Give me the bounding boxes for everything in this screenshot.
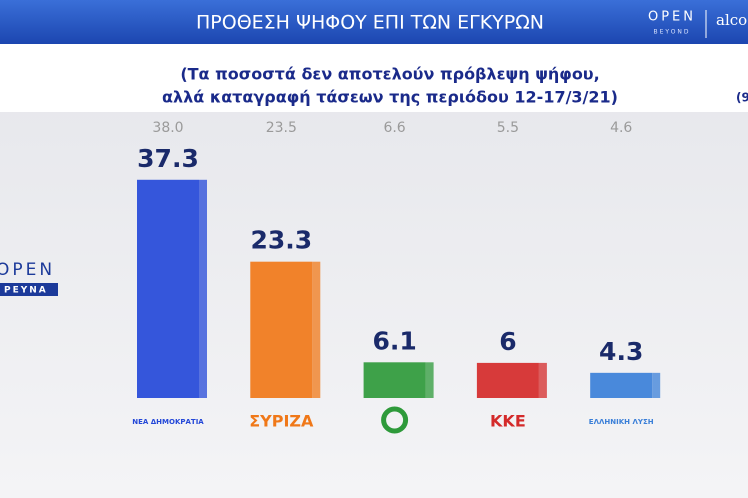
bar-shade — [137, 179, 199, 398]
header-bar — [0, 0, 748, 44]
subtitle-band — [0, 44, 748, 112]
side-brand-research: ΡΕΥΝΑ — [4, 286, 48, 296]
brand-alco: alco — [716, 11, 747, 29]
previous-value-label: 5.5 — [497, 120, 519, 136]
party-label: ΚΚΕ — [490, 412, 526, 431]
bar-shade — [590, 372, 653, 398]
side-brand-open: OPEN — [0, 260, 55, 280]
value-label: 37.3 — [137, 144, 199, 173]
brand-open: OPEN — [648, 10, 696, 25]
value-label: 4.3 — [599, 337, 643, 366]
party-label: ΝΕΑ ΔΗΜΟΚΡΑΤΙΑ — [132, 418, 204, 426]
party-label: ΣΥΡΙΖΑ — [249, 412, 314, 431]
previous-value-label: 38.0 — [152, 120, 183, 136]
bar-side — [652, 372, 661, 398]
brand-beyond: BEYOND — [653, 29, 690, 36]
bar-side — [312, 261, 321, 398]
bar-side — [538, 362, 547, 398]
party-label: ΕΛΛΗΝΙΚΗ ΛΥΣΗ — [589, 418, 654, 426]
value-label: 6.1 — [372, 326, 416, 355]
value-label: 23.3 — [250, 226, 312, 255]
bar-shade — [250, 261, 313, 398]
subtitle-line: (Τα ποσοστά δεν αποτελούν πρόβλεψη ψήφου… — [180, 65, 599, 84]
side-brand-band — [0, 283, 58, 296]
bar-side — [199, 179, 207, 398]
party-logo — [381, 406, 409, 434]
chart-title: ΠΡΟΘΕΣΗ ΨΗΦΟΥ ΕΠΙ ΤΩΝ ΕΓΚΥΡΩΝ — [196, 12, 544, 34]
bar-shade — [476, 362, 539, 398]
bar — [250, 261, 313, 398]
side-note: (9 — [736, 91, 748, 105]
subtitle-line: αλλά καταγραφή τάσεων της περιόδου 12-17… — [162, 88, 618, 107]
previous-value-label: 4.6 — [610, 120, 632, 136]
bar — [476, 362, 539, 398]
previous-value-label: 23.5 — [266, 120, 297, 136]
bar — [137, 179, 199, 398]
value-label: 6 — [499, 327, 516, 356]
bar — [363, 362, 426, 398]
previous-value-label: 6.6 — [383, 120, 405, 136]
bar-shade — [363, 362, 426, 398]
bar-side — [425, 362, 434, 398]
bar — [590, 372, 653, 398]
